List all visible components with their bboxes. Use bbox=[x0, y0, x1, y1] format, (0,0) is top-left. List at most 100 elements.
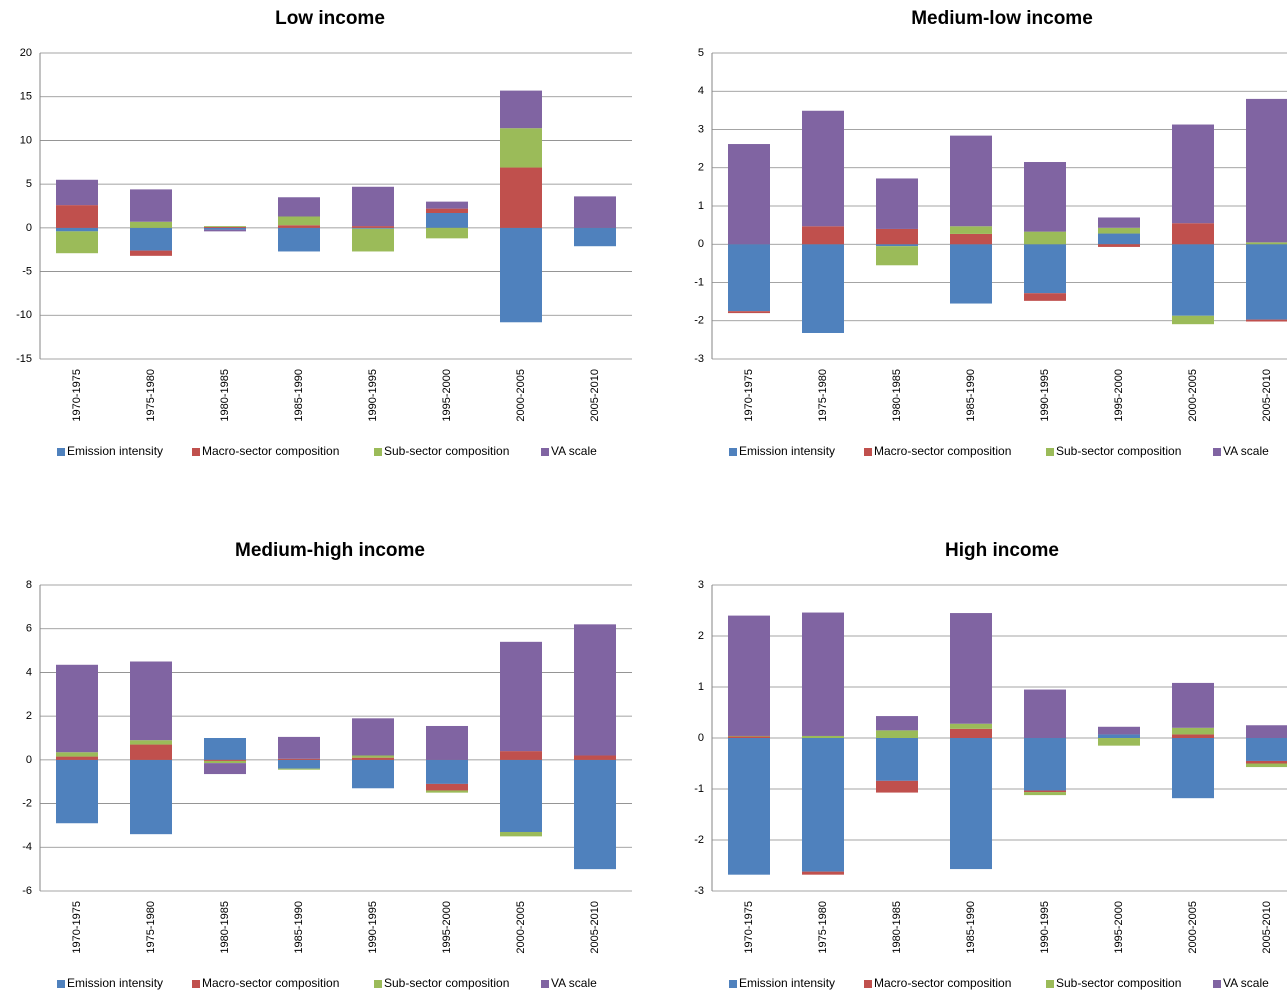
y-tick-label: 20 bbox=[20, 47, 32, 59]
bar-segment bbox=[802, 735, 844, 738]
bar-segment bbox=[56, 227, 98, 232]
bar-segment bbox=[802, 738, 844, 872]
bar-segment bbox=[426, 725, 468, 760]
bar-segment bbox=[728, 144, 770, 245]
x-tick-label: 1990-1995 bbox=[1039, 369, 1051, 422]
bar-segment bbox=[1246, 244, 1287, 320]
y-tick-label: 3 bbox=[698, 579, 704, 591]
bar-segment bbox=[728, 738, 770, 875]
x-tick-label: 2000-2005 bbox=[1187, 901, 1199, 954]
bar-segment bbox=[728, 736, 770, 738]
y-tick-label: 8 bbox=[26, 579, 32, 591]
bar-segment bbox=[352, 226, 394, 228]
bar-segment bbox=[500, 90, 542, 129]
legend-swatch bbox=[57, 980, 65, 988]
bar-segment bbox=[204, 229, 246, 232]
legend-label: Macro-sector composition bbox=[874, 976, 1011, 990]
legend-swatch bbox=[374, 448, 382, 456]
bar-segment bbox=[876, 730, 918, 738]
y-tick-label: -2 bbox=[694, 834, 704, 846]
y-tick-label: 3 bbox=[698, 123, 704, 135]
chart-title: Medium-high income bbox=[235, 540, 425, 561]
bar-segment bbox=[574, 196, 616, 228]
bar-segment bbox=[876, 228, 918, 245]
bar-segment bbox=[500, 641, 542, 752]
bar-segment bbox=[1246, 98, 1287, 243]
bar-segment bbox=[426, 208, 468, 213]
bar-segment bbox=[1098, 726, 1140, 735]
x-tick-label: 1970-1975 bbox=[71, 369, 83, 422]
bar-segment bbox=[1098, 233, 1140, 245]
bar-segment bbox=[802, 871, 844, 875]
bar-segment bbox=[500, 227, 542, 323]
bar-segment bbox=[574, 227, 616, 247]
y-tick-label: -5 bbox=[22, 265, 32, 277]
bar-segment bbox=[950, 738, 992, 870]
y-tick-label: -10 bbox=[16, 309, 32, 321]
bar-segment bbox=[1246, 725, 1287, 738]
x-tick-label: 1980-1985 bbox=[891, 901, 903, 954]
bar-segment bbox=[56, 664, 98, 753]
bar-segment bbox=[426, 783, 468, 791]
bar-segment bbox=[500, 759, 542, 832]
legend-swatch bbox=[729, 448, 737, 456]
bar-segment bbox=[802, 244, 844, 333]
bar-segment bbox=[278, 216, 320, 226]
bar-segment bbox=[1024, 244, 1066, 294]
y-tick-label: -3 bbox=[694, 885, 704, 897]
bar-segment bbox=[130, 227, 172, 251]
bar-segment bbox=[500, 831, 542, 837]
bar-segment bbox=[1024, 792, 1066, 796]
bar-segment bbox=[204, 227, 246, 230]
bar-segment bbox=[1172, 315, 1214, 325]
bar-segment bbox=[426, 227, 468, 239]
x-tick-label: 1970-1975 bbox=[743, 901, 755, 954]
bar-segment bbox=[56, 179, 98, 206]
bar-segment bbox=[876, 780, 918, 793]
bar-segment bbox=[204, 226, 246, 227]
bar-segment bbox=[1024, 231, 1066, 245]
x-tick-label: 1995-2000 bbox=[1113, 369, 1125, 422]
bar-segment bbox=[1246, 319, 1287, 322]
bar-segment bbox=[1172, 727, 1214, 735]
bar-segment bbox=[950, 244, 992, 304]
x-tick-label: 1995-2000 bbox=[441, 901, 453, 954]
x-tick-label: 1985-1990 bbox=[965, 369, 977, 422]
bar-segment bbox=[278, 758, 320, 760]
y-tick-label: -1 bbox=[694, 783, 704, 795]
bar-segment bbox=[1024, 293, 1066, 301]
bar-segment bbox=[130, 744, 172, 760]
legend-swatch bbox=[729, 980, 737, 988]
x-tick-label: 1990-1995 bbox=[1039, 901, 1051, 954]
y-tick-label: 5 bbox=[26, 178, 32, 190]
bar-segment bbox=[204, 760, 246, 764]
legend-swatch bbox=[1213, 448, 1221, 456]
bar-segment bbox=[1024, 738, 1066, 791]
y-tick-label: 0 bbox=[26, 754, 32, 766]
bar-segment bbox=[278, 227, 320, 252]
x-tick-label: 1995-2000 bbox=[1113, 901, 1125, 954]
bar-segment bbox=[1172, 682, 1214, 728]
bar-segment bbox=[876, 246, 918, 266]
bar-segment bbox=[352, 757, 394, 760]
bar-segment bbox=[130, 250, 172, 256]
bar-segment bbox=[950, 226, 992, 234]
y-tick-label: 4 bbox=[26, 666, 32, 678]
bar-segment bbox=[1024, 162, 1066, 232]
bar-segment bbox=[278, 225, 320, 228]
bar-segment bbox=[278, 736, 320, 759]
legend-label: VA scale bbox=[1223, 976, 1269, 990]
x-tick-label: 1980-1985 bbox=[891, 369, 903, 422]
bar-segment bbox=[352, 186, 394, 227]
bar-segment bbox=[130, 759, 172, 835]
bar-segment bbox=[352, 759, 394, 789]
y-tick-label: 0 bbox=[698, 732, 704, 744]
bar-segment bbox=[574, 759, 616, 870]
y-tick-label: 2 bbox=[698, 630, 704, 642]
bar-segment bbox=[574, 755, 616, 760]
x-tick-label: 1970-1975 bbox=[71, 901, 83, 954]
bar-segment bbox=[56, 756, 98, 760]
bar-segment bbox=[426, 790, 468, 793]
legend-swatch bbox=[57, 448, 65, 456]
y-tick-label: 0 bbox=[26, 222, 32, 234]
